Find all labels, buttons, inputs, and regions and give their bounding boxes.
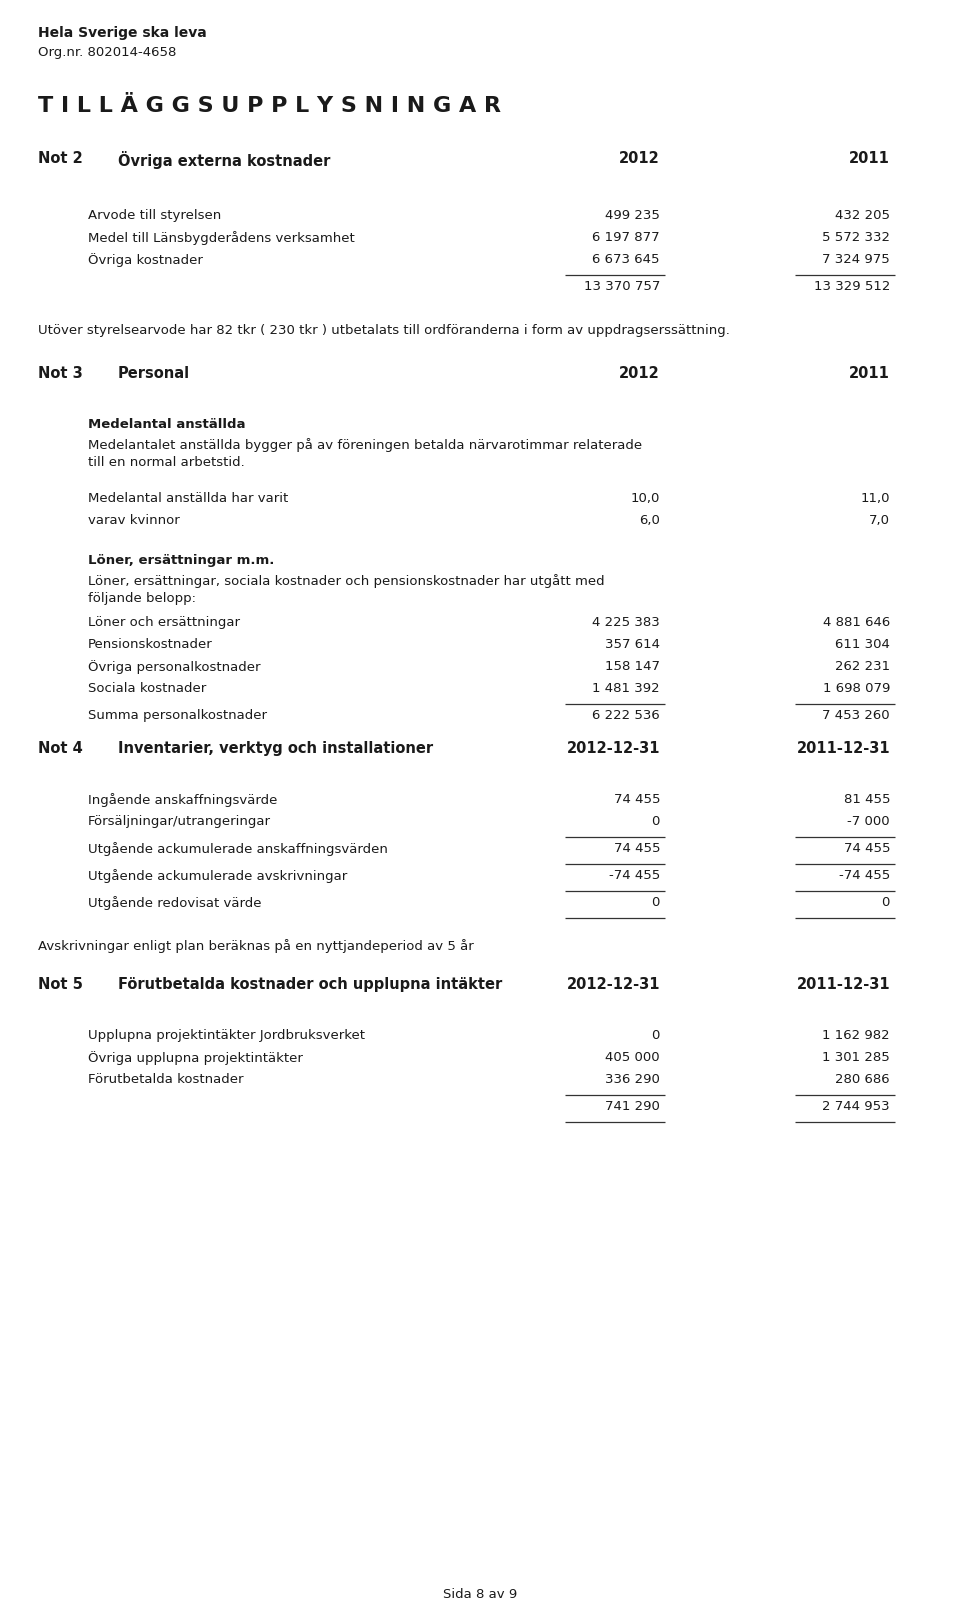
Text: Not 2: Not 2 xyxy=(38,151,83,166)
Text: -74 455: -74 455 xyxy=(609,868,660,881)
Text: T I L L Ä G G S U P P L Y S N I N G A R: T I L L Ä G G S U P P L Y S N I N G A R xyxy=(38,96,501,115)
Text: Not 4: Not 4 xyxy=(38,742,83,756)
Text: Sida 8 av 9: Sida 8 av 9 xyxy=(443,1587,517,1600)
Text: 13 329 512: 13 329 512 xyxy=(814,281,890,294)
Text: 13 370 757: 13 370 757 xyxy=(584,281,660,294)
Text: 0: 0 xyxy=(652,1029,660,1042)
Text: 2012: 2012 xyxy=(619,367,660,381)
Text: 741 290: 741 290 xyxy=(605,1100,660,1113)
Text: varav kvinnor: varav kvinnor xyxy=(88,514,180,527)
Text: Övriga upplupna projektintäkter: Övriga upplupna projektintäkter xyxy=(88,1052,302,1065)
Text: Utgående ackumulerade avskrivningar: Utgående ackumulerade avskrivningar xyxy=(88,868,348,883)
Text: Sociala kostnader: Sociala kostnader xyxy=(88,682,206,695)
Text: 2012-12-31: 2012-12-31 xyxy=(566,977,660,992)
Text: 611 304: 611 304 xyxy=(835,638,890,651)
Text: 11,0: 11,0 xyxy=(860,492,890,505)
Text: Upplupna projektintäkter Jordbruksverket: Upplupna projektintäkter Jordbruksverket xyxy=(88,1029,365,1042)
Text: Förutbetalda kostnader: Förutbetalda kostnader xyxy=(88,1073,244,1086)
Text: Övriga externa kostnader: Övriga externa kostnader xyxy=(118,151,330,169)
Text: 1 162 982: 1 162 982 xyxy=(823,1029,890,1042)
Text: Övriga kostnader: Övriga kostnader xyxy=(88,253,203,266)
Text: 6,0: 6,0 xyxy=(639,514,660,527)
Text: 1 481 392: 1 481 392 xyxy=(592,682,660,695)
Text: 357 614: 357 614 xyxy=(605,638,660,651)
Text: Medelantal anställda: Medelantal anställda xyxy=(88,419,246,432)
Text: 6 197 877: 6 197 877 xyxy=(592,230,660,243)
Text: Pensionskostnader: Pensionskostnader xyxy=(88,638,213,651)
Text: 7 324 975: 7 324 975 xyxy=(823,253,890,266)
Text: -74 455: -74 455 xyxy=(839,868,890,881)
Text: 336 290: 336 290 xyxy=(605,1073,660,1086)
Text: Hela Sverige ska leva: Hela Sverige ska leva xyxy=(38,26,206,41)
Text: 405 000: 405 000 xyxy=(606,1052,660,1065)
Text: 4 225 383: 4 225 383 xyxy=(592,617,660,630)
Text: 7 453 260: 7 453 260 xyxy=(823,709,890,722)
Text: Löner och ersättningar: Löner och ersättningar xyxy=(88,617,240,630)
Text: 74 455: 74 455 xyxy=(844,842,890,855)
Text: 4 881 646: 4 881 646 xyxy=(823,617,890,630)
Text: till en normal arbetstid.: till en normal arbetstid. xyxy=(88,456,245,469)
Text: Inventarier, verktyg och installationer: Inventarier, verktyg och installationer xyxy=(118,742,433,756)
Text: 5 572 332: 5 572 332 xyxy=(822,230,890,243)
Text: Medelantal anställda har varit: Medelantal anställda har varit xyxy=(88,492,288,505)
Text: 2 744 953: 2 744 953 xyxy=(823,1100,890,1113)
Text: Not 3: Not 3 xyxy=(38,367,83,381)
Text: 74 455: 74 455 xyxy=(613,842,660,855)
Text: 6 673 645: 6 673 645 xyxy=(592,253,660,266)
Text: 6 222 536: 6 222 536 xyxy=(592,709,660,722)
Text: 0: 0 xyxy=(652,815,660,828)
Text: 280 686: 280 686 xyxy=(835,1073,890,1086)
Text: 81 455: 81 455 xyxy=(844,794,890,807)
Text: 2012: 2012 xyxy=(619,151,660,166)
Text: 7,0: 7,0 xyxy=(869,514,890,527)
Text: Ingående anskaffningsvärde: Ingående anskaffningsvärde xyxy=(88,794,277,807)
Text: 262 231: 262 231 xyxy=(835,661,890,674)
Text: 2011: 2011 xyxy=(850,151,890,166)
Text: Summa personalkostnader: Summa personalkostnader xyxy=(88,709,267,722)
Text: Löner, ersättningar m.m.: Löner, ersättningar m.m. xyxy=(88,553,275,566)
Text: Org.nr. 802014-4658: Org.nr. 802014-4658 xyxy=(38,45,177,58)
Text: Arvode till styrelsen: Arvode till styrelsen xyxy=(88,209,221,222)
Text: 10,0: 10,0 xyxy=(631,492,660,505)
Text: 158 147: 158 147 xyxy=(605,661,660,674)
Text: 74 455: 74 455 xyxy=(613,794,660,807)
Text: 2011: 2011 xyxy=(850,367,890,381)
Text: 0: 0 xyxy=(652,896,660,909)
Text: 432 205: 432 205 xyxy=(835,209,890,222)
Text: Medelantalet anställda bygger på av föreningen betalda närvarotimmar relaterade: Medelantalet anställda bygger på av före… xyxy=(88,438,642,451)
Text: följande belopp:: följande belopp: xyxy=(88,592,196,605)
Text: Utgående ackumulerade anskaffningsvärden: Utgående ackumulerade anskaffningsvärden xyxy=(88,842,388,855)
Text: Not 5: Not 5 xyxy=(38,977,83,992)
Text: 0: 0 xyxy=(881,896,890,909)
Text: 1 698 079: 1 698 079 xyxy=(823,682,890,695)
Text: Löner, ersättningar, sociala kostnader och pensionskostnader har utgått med: Löner, ersättningar, sociala kostnader o… xyxy=(88,575,605,588)
Text: Utgående redovisat värde: Utgående redovisat värde xyxy=(88,896,261,911)
Text: Avskrivningar enligt plan beräknas på en nyttjandeperiod av 5 år: Avskrivningar enligt plan beräknas på en… xyxy=(38,940,473,953)
Text: 2011-12-31: 2011-12-31 xyxy=(797,742,890,756)
Text: -7 000: -7 000 xyxy=(848,815,890,828)
Text: 2012-12-31: 2012-12-31 xyxy=(566,742,660,756)
Text: Övriga personalkostnader: Övriga personalkostnader xyxy=(88,661,260,674)
Text: 499 235: 499 235 xyxy=(605,209,660,222)
Text: 2011-12-31: 2011-12-31 xyxy=(797,977,890,992)
Text: Personal: Personal xyxy=(118,367,190,381)
Text: Utöver styrelsearvode har 82 tkr ( 230 tkr ) utbetalats till ordföranderna i for: Utöver styrelsearvode har 82 tkr ( 230 t… xyxy=(38,325,730,338)
Text: Medel till Länsbygderådens verksamhet: Medel till Länsbygderådens verksamhet xyxy=(88,230,355,245)
Text: Försäljningar/utrangeringar: Försäljningar/utrangeringar xyxy=(88,815,271,828)
Text: Förutbetalda kostnader och upplupna intäkter: Förutbetalda kostnader och upplupna intä… xyxy=(118,977,502,992)
Text: 1 301 285: 1 301 285 xyxy=(823,1052,890,1065)
